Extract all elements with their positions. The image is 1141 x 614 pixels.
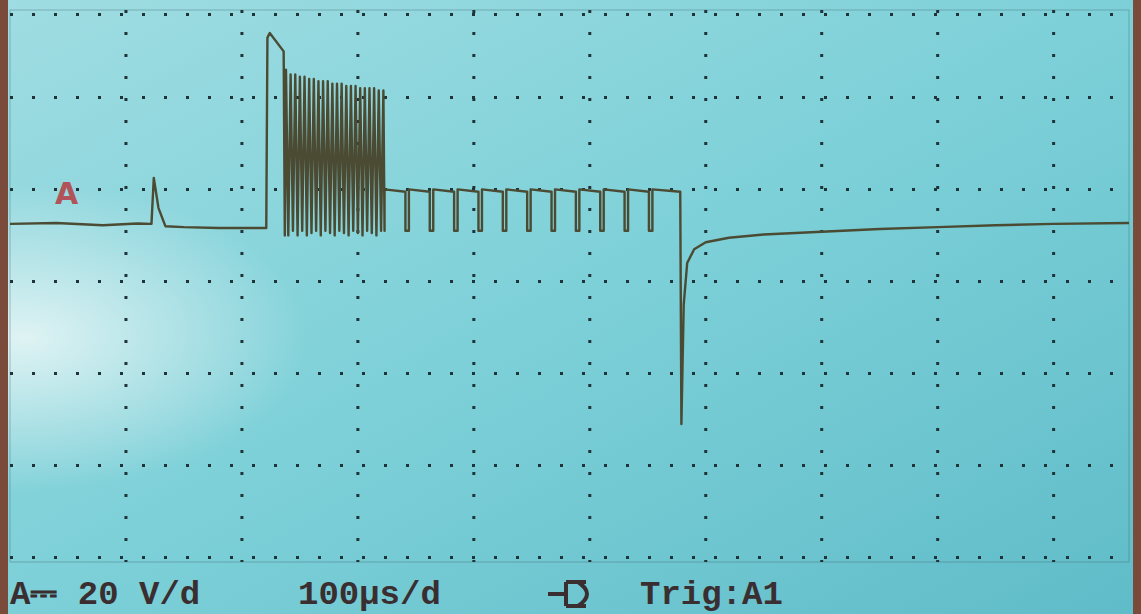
status-text: Trig:A1 [640, 576, 783, 614]
plot-frame [10, 10, 1129, 562]
grid-line-x [820, 10, 823, 562]
glare [0, 0, 1141, 614]
icon-path [548, 582, 587, 606]
grid-line-x [124, 10, 127, 562]
grid-line-y [10, 13, 1129, 16]
status-text: A⎓ 20 V/d [10, 576, 200, 614]
trace-group [10, 33, 1129, 424]
grid-line-y [10, 96, 1129, 99]
bezel-right [1133, 0, 1141, 614]
background [0, 0, 1141, 614]
grid-line-x [588, 10, 591, 562]
scope-screen: A A⎓ 20 V/d 100µs/d Trig:A1 [0, 0, 1141, 614]
bezel-left [0, 0, 8, 614]
grid-line-x [472, 10, 475, 562]
grid-line-x [936, 10, 939, 562]
status-text: 100µs/d [298, 576, 441, 614]
grid-line-y [10, 464, 1129, 467]
grid-line-y [10, 280, 1129, 283]
channel-marker: A [55, 176, 79, 211]
grid-line-x [704, 10, 707, 562]
trigger-icon [548, 582, 587, 606]
grid-line-x [1052, 10, 1055, 562]
trace [10, 33, 1129, 424]
grid-line-y [10, 372, 1129, 375]
grid-line-y [10, 556, 1129, 559]
grid-line-x [240, 10, 243, 562]
